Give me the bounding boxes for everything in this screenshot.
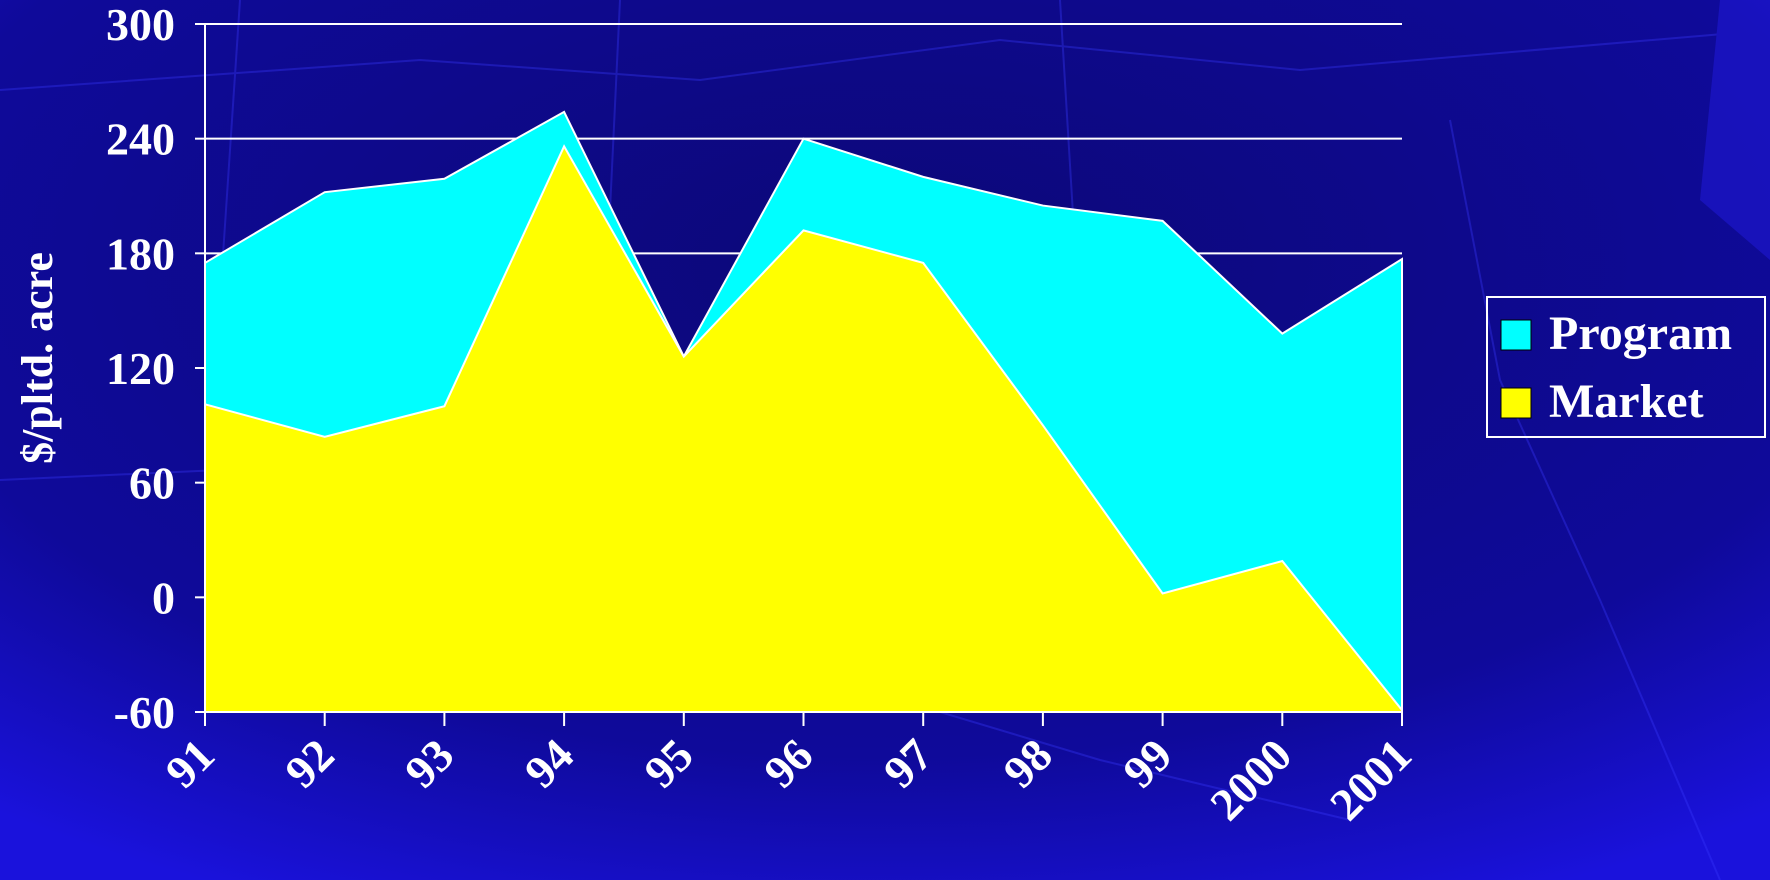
legend: Program Market: [1486, 296, 1766, 438]
axes: [195, 23, 1403, 726]
legend-swatch-program: [1500, 319, 1532, 351]
legend-label-program: Program: [1549, 307, 1732, 360]
y-tick-label: 300: [106, 0, 175, 50]
y-tick-label: 180: [106, 228, 175, 279]
y-tick-label: 0: [152, 572, 175, 623]
y-tick-label: 120: [106, 343, 175, 394]
map-border-line: [0, 29, 1770, 91]
map-land-shape: [1700, 0, 1770, 260]
y-tick-label: 240: [106, 114, 175, 165]
area-market: [204, 144, 1403, 713]
legend-box: [1486, 296, 1766, 438]
map-border-line: [899, 699, 1351, 821]
area-series: [204, 110, 1403, 713]
map-border-line: [1449, 119, 1721, 880]
legend-label-market: Market: [1549, 375, 1704, 428]
y-tick-label: 60: [129, 458, 175, 509]
y-tick-labels: 300 240 180 120 60 0 -60: [106, 0, 175, 738]
legend-swatch-market: [1500, 387, 1532, 419]
y-tick-label: -60: [114, 687, 175, 738]
y-axis-label: $/pltd. acre: [13, 252, 62, 464]
